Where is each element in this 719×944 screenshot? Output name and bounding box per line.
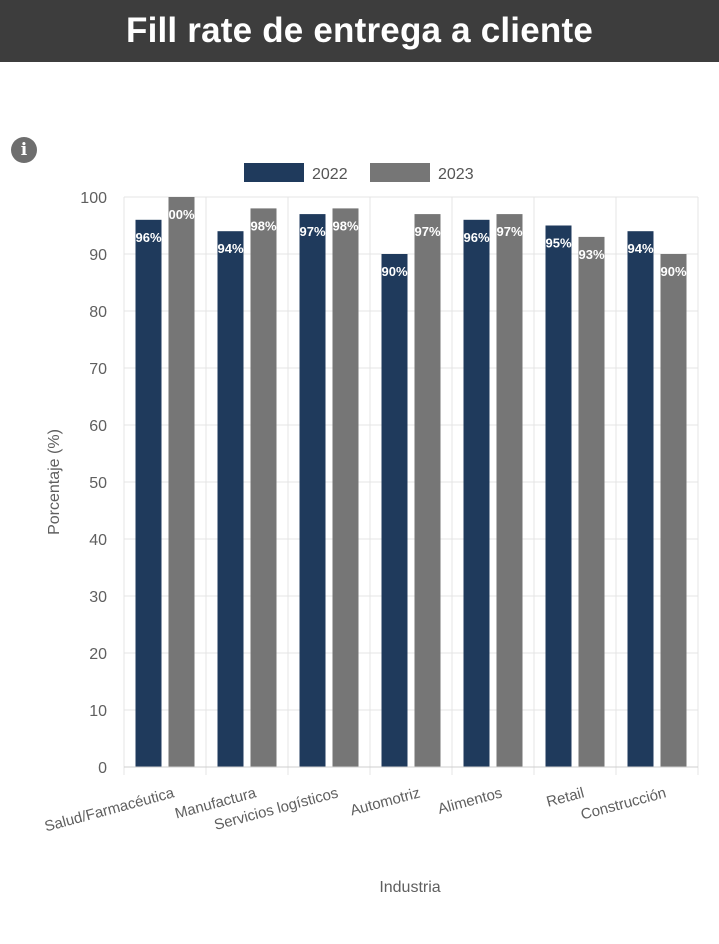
y-tick-label: 90 [89,247,107,264]
bar-2022-2[interactable] [299,214,326,768]
data-label: 96% [135,230,161,245]
grid-lines [123,196,699,775]
bars [135,197,687,768]
y-tick-label: 10 [89,703,107,720]
data-label: 96% [463,230,489,245]
bar-2022-3[interactable] [381,254,408,767]
data-label: 90% [660,264,686,279]
page-title: Fill rate de entrega a cliente [126,11,593,50]
y-tick-label: 100 [80,190,107,207]
data-label: 98% [250,218,276,233]
bar-2022-5[interactable] [545,225,572,768]
y-axis-title: Porcentaje (%) [46,429,63,535]
data-label: 97% [414,224,440,239]
bar-2023-2[interactable] [332,208,359,767]
data-label: 94% [217,241,243,256]
bar-2022-0[interactable] [135,219,162,768]
y-tick-label: 80 [89,304,107,321]
x-tick-label: Construcción [579,784,668,823]
bar-2023-1[interactable] [250,208,277,767]
y-tick-label: 60 [89,418,107,435]
data-label: 94% [627,241,653,256]
x-tick-label: Automotriz [348,784,422,819]
bar-2023-5[interactable] [578,236,605,767]
info-icon[interactable]: i [11,137,37,163]
y-tick-label: 20 [89,646,107,663]
y-tick-label: 30 [89,589,107,606]
bar-2023-6[interactable] [660,254,687,767]
legend: 2022 2023 [244,163,474,183]
x-tick-label: Salud/Farmacéutica [43,784,177,835]
legend-label[interactable]: 2022 [312,166,348,183]
x-axis-title: Industria [379,879,440,896]
y-tick-label: 50 [89,475,107,492]
data-label: 98% [332,218,358,233]
legend-label[interactable]: 2023 [438,166,474,183]
x-tick-label: Alimentos [436,784,504,817]
bar-2022-6[interactable] [627,231,654,767]
legend-swatch-2022[interactable] [244,163,304,182]
legend-swatch-2023[interactable] [370,163,430,182]
y-tick-label: 70 [89,361,107,378]
chart-title-bar: Fill rate de entrega a cliente [0,0,719,62]
bar-2023-0[interactable] [168,197,195,767]
data-label: 90% [381,264,407,279]
data-label: 95% [545,236,571,251]
bar-2023-4[interactable] [496,214,523,768]
data-label: 93% [578,247,604,262]
bar-2022-1[interactable] [217,231,244,767]
data-label: 97% [299,224,325,239]
bar-2022-4[interactable] [463,219,490,768]
y-tick-label: 40 [89,532,107,549]
data-label: 00% [168,207,194,222]
bar-2023-3[interactable] [414,214,441,768]
data-label: 97% [496,224,522,239]
data-labels: 96% 00% 94% 98% 97% 98% 90% 97% 96% 97% 95% 93% 94% 9… [135,207,686,279]
y-tick-label: 0 [98,760,107,777]
